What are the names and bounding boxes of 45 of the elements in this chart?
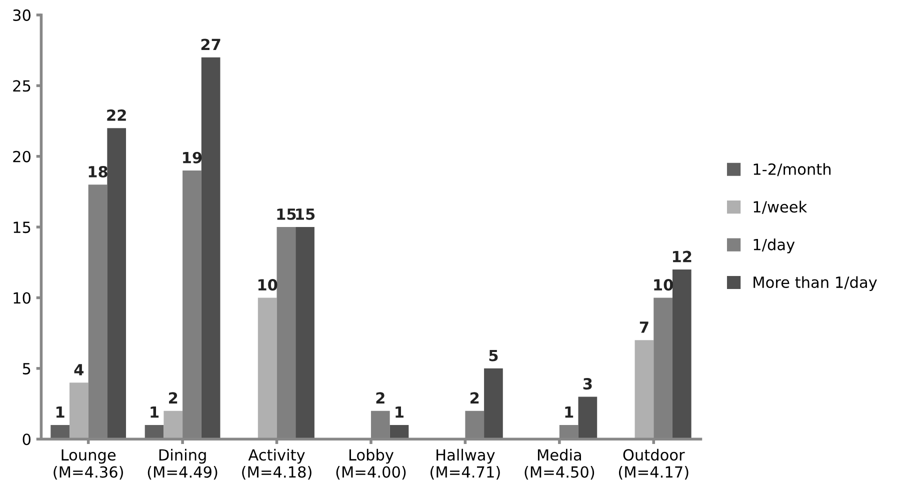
bar bbox=[69, 382, 88, 440]
data-label: 12 bbox=[672, 250, 692, 262]
x-tick-label: Outdoor (M=4.17) bbox=[618, 448, 688, 480]
data-label: 27 bbox=[201, 38, 220, 50]
bar bbox=[258, 298, 277, 440]
y-tick-label: 25 bbox=[13, 80, 30, 92]
data-label: 2 bbox=[376, 392, 384, 404]
x-tick-label: Lobby (M=4.00) bbox=[336, 448, 406, 480]
x-tick-label: Lounge (M=4.36) bbox=[54, 449, 123, 480]
x-tick-label: Activity (M=4.18) bbox=[242, 448, 312, 480]
data-label: 2 bbox=[470, 392, 479, 404]
bar bbox=[634, 340, 654, 440]
data-label: 5 bbox=[489, 350, 498, 362]
legend-label: 1/week bbox=[754, 200, 808, 214]
data-label: 1 bbox=[565, 406, 574, 418]
data-label: 22 bbox=[107, 109, 126, 121]
bar bbox=[296, 227, 314, 440]
y-tick-label: 20 bbox=[13, 150, 30, 162]
legend-label: 1-2/month bbox=[754, 163, 831, 176]
legend-label: More than 1/day bbox=[754, 276, 877, 291]
data-label: 2 bbox=[169, 392, 178, 404]
x-tick-label: Media (M=4.50) bbox=[524, 448, 594, 480]
data-label: 1 bbox=[396, 406, 404, 418]
data-label: 18 bbox=[88, 166, 108, 178]
data-label: 7 bbox=[640, 322, 648, 333]
x-tick-label: Hallway (M=4.71) bbox=[430, 448, 500, 480]
data-label: 1 bbox=[56, 406, 64, 418]
data-label: 4 bbox=[74, 364, 84, 376]
bar bbox=[164, 410, 183, 440]
data-label: 1 bbox=[150, 406, 159, 418]
y-tick-label: 30 bbox=[13, 9, 30, 21]
bar bbox=[201, 57, 220, 440]
legend-label: 1/day bbox=[754, 238, 795, 254]
bar bbox=[107, 128, 126, 440]
x-tick-label: Dining (M=4.49) bbox=[148, 448, 218, 480]
bar bbox=[672, 269, 692, 440]
data-label: 3 bbox=[583, 378, 592, 390]
y-tick-label: 10 bbox=[14, 292, 30, 304]
data-label: 15 bbox=[277, 208, 296, 220]
y-tick-label: 5 bbox=[22, 363, 30, 374]
y-tick-label: 15 bbox=[14, 222, 30, 234]
y-tick-label: 0 bbox=[22, 434, 30, 446]
bar bbox=[578, 396, 598, 440]
bar bbox=[484, 368, 503, 440]
data-label: 15 bbox=[296, 208, 315, 220]
